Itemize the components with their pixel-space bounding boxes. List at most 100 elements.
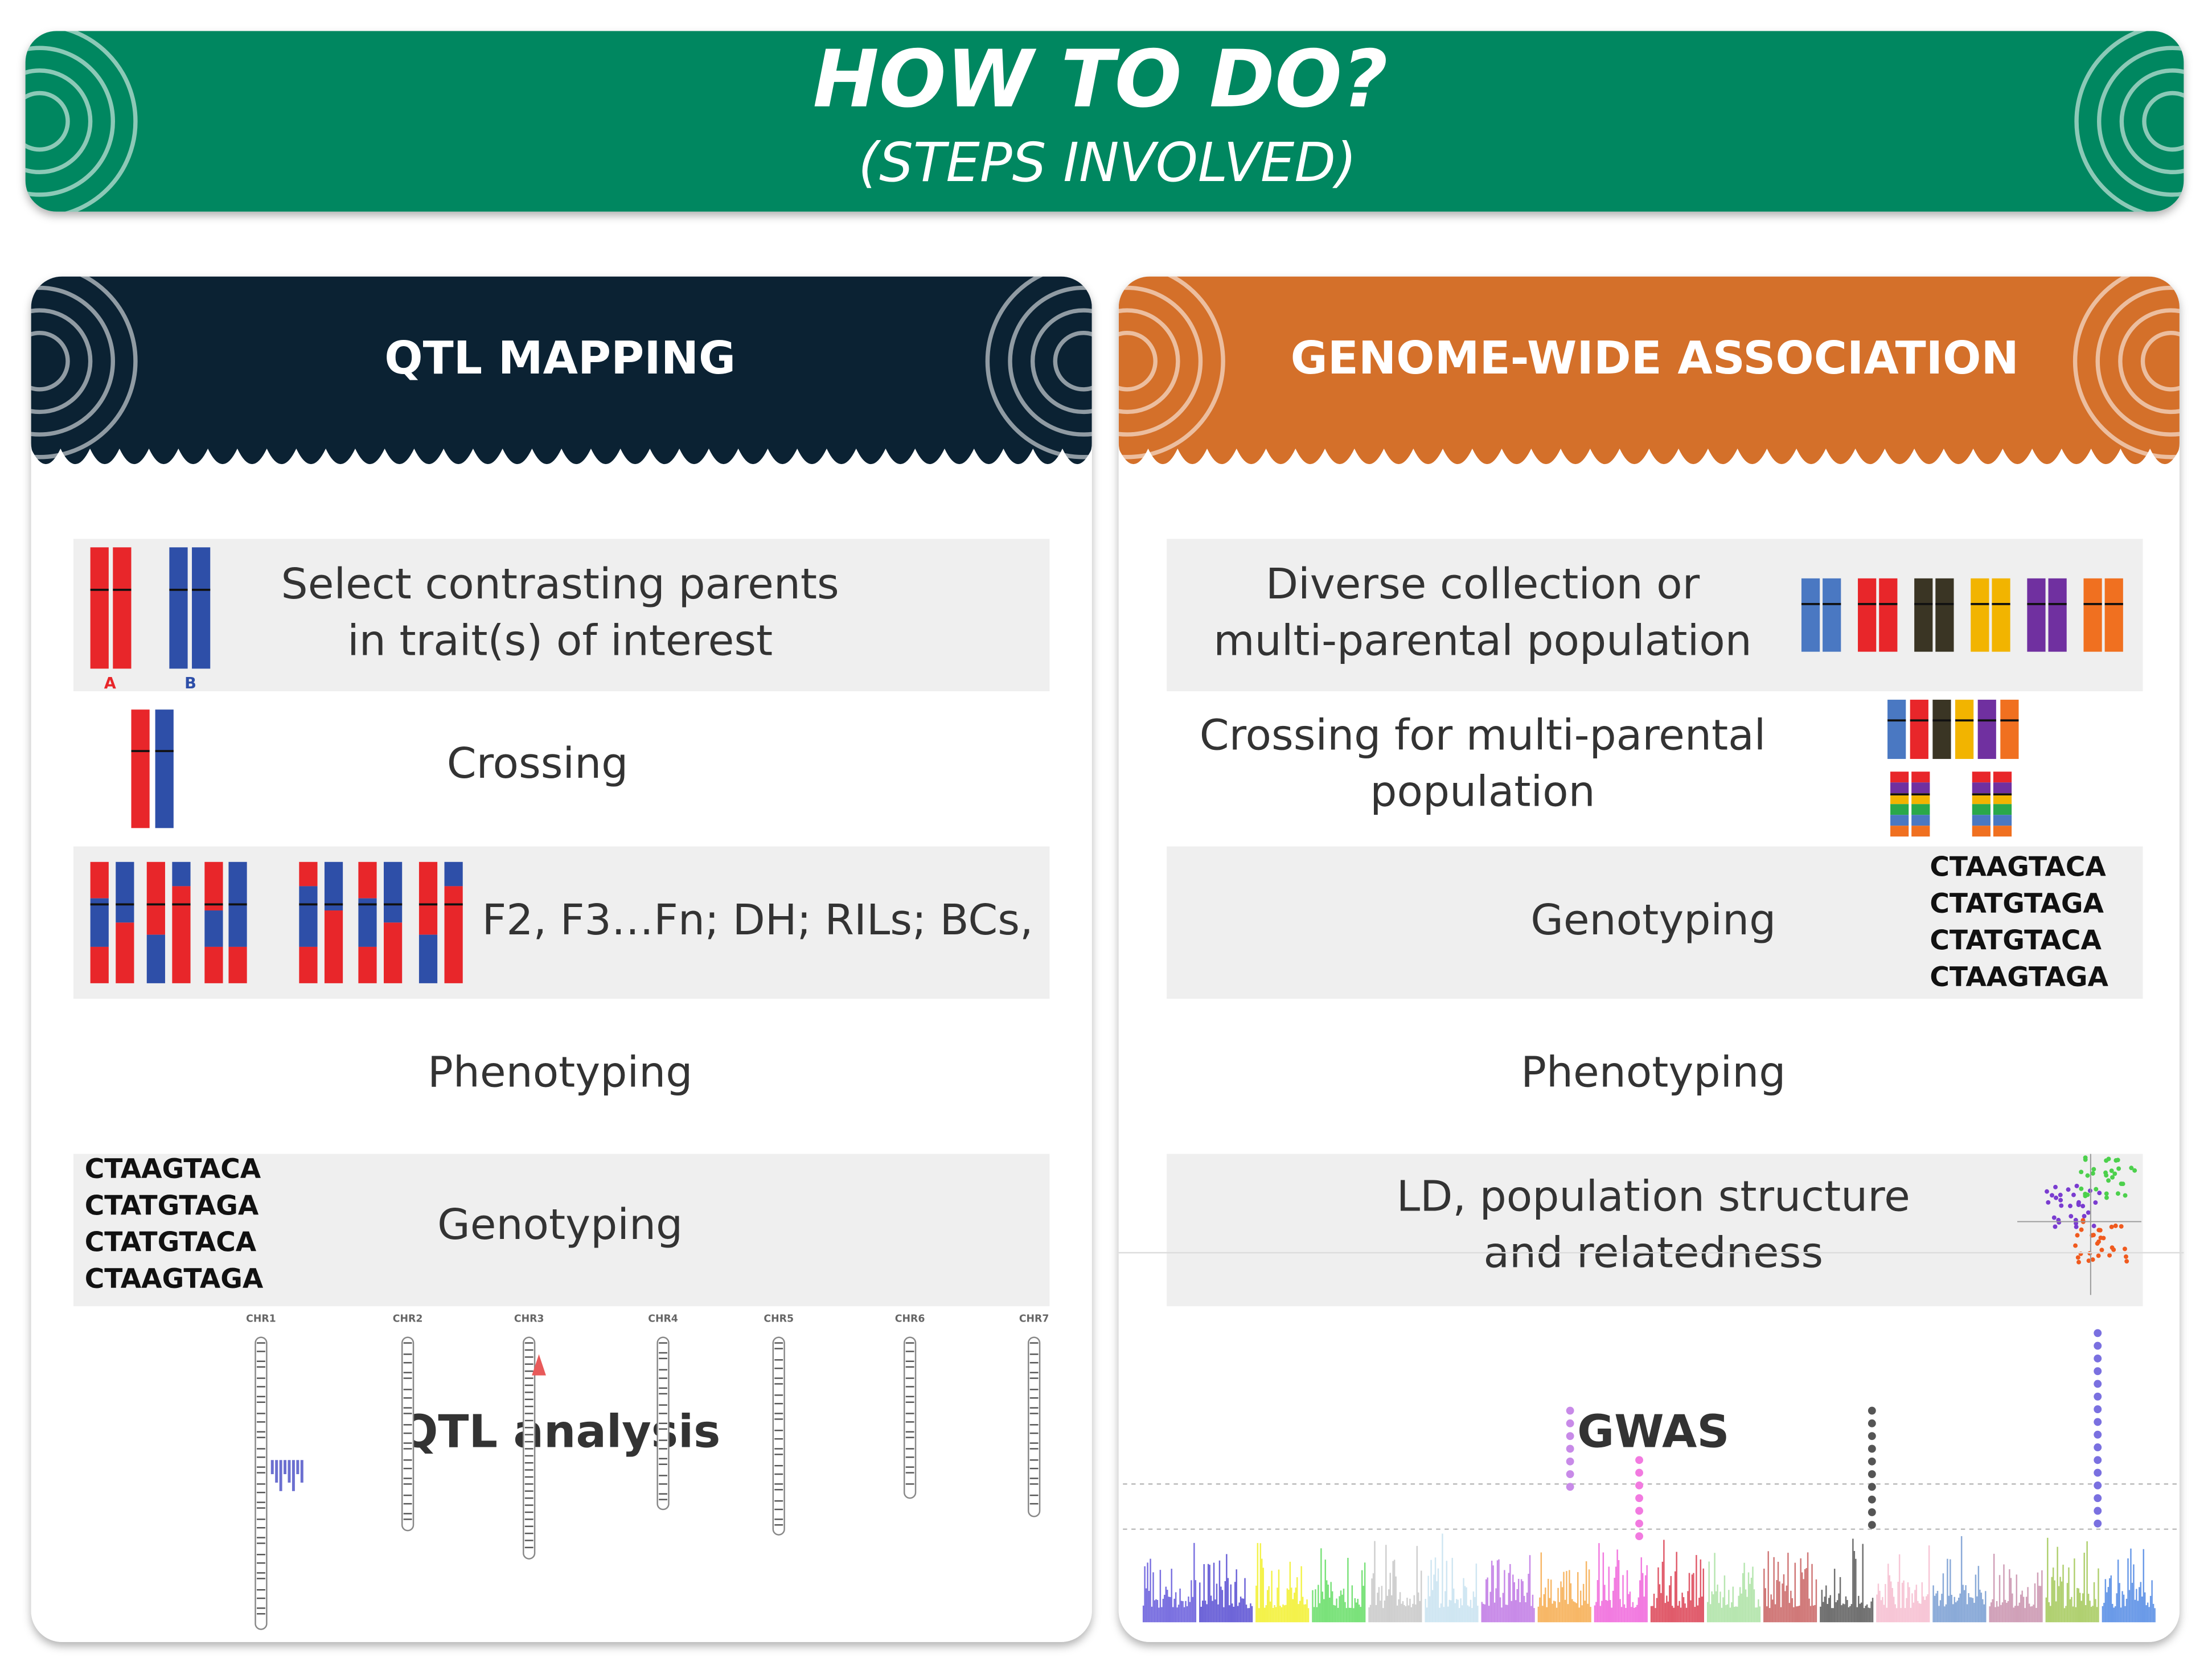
snp-column [2093,1582,2095,1623]
snp-column [1777,1561,1779,1623]
snp-column [2003,1564,2005,1623]
snp-column [1333,1605,1335,1623]
snp-column [1824,1597,1826,1623]
snp-column [1868,1607,1869,1623]
snp-column [1639,1580,1641,1623]
chromosome-label: CHR4 [648,1314,678,1325]
snp-column [1657,1567,1659,1623]
snp-column [1614,1578,1615,1623]
snp-column [1372,1573,1374,1623]
snp-column [2149,1595,2152,1623]
snp-column [1158,1607,1160,1623]
snp-column [2102,1606,2104,1623]
chromosome-label: CHR6 [895,1314,925,1325]
ld-point [2097,1191,2102,1196]
snp-column [1969,1597,1971,1623]
snp-column [1224,1581,1226,1623]
chromosome-segment [1914,578,1933,652]
snp-column [1230,1584,1232,1623]
snp-column [1962,1585,1964,1623]
snp-column [1363,1586,1364,1623]
snp-column [1526,1593,1528,1623]
snp-column [1201,1601,1204,1623]
chromosome-segment [169,547,188,669]
snp-column [1965,1585,1967,1623]
snp-column [1672,1606,1673,1623]
snp-column [1673,1607,1675,1623]
snp-column [1172,1607,1174,1623]
snp-column [1537,1606,1540,1623]
snp-column [1496,1560,1499,1623]
snp-column [1782,1583,1783,1623]
chromosome-segment [1972,826,1991,837]
snp-column [1399,1592,1401,1623]
snp-column [1973,1603,1975,1623]
snp-column [1944,1606,1946,1623]
snp-column [1771,1599,1774,1623]
snp-column [1425,1599,1426,1623]
snp-column [1547,1578,1549,1623]
snp-column [1189,1602,1191,1623]
ring [25,91,70,152]
snp-column [1960,1536,1963,1623]
ring [2074,31,2184,212]
snp-column [1702,1568,1704,1623]
snp-hit [2094,1418,2102,1426]
snp-column [1318,1585,1319,1623]
snp-column [1741,1593,1742,1623]
snp-hit [1566,1483,1574,1491]
ld-point [2093,1200,2098,1205]
snp-column [1858,1595,1860,1623]
snp-column [1910,1607,1912,1623]
chromosome-segment [204,861,223,911]
snp-hit [2094,1456,2102,1464]
snp-column [1375,1605,1377,1623]
snp-column [1461,1605,1463,1623]
ld-point [2058,1197,2063,1203]
ld-point [2086,1210,2091,1215]
snp-column [1161,1607,1163,1623]
snp-column [1728,1590,1730,1623]
snp-column [1558,1602,1561,1623]
snp-column [1467,1605,1469,1623]
chromosome-segment [1879,578,1898,652]
snp-column [1636,1605,1638,1623]
snp-hit [1868,1432,1876,1441]
snp-column [1656,1598,1658,1623]
snp-column [1599,1606,1602,1623]
snp-column [1390,1595,1393,1623]
step-label: Genotyping [437,1200,683,1249]
chromosome-segment [1935,578,1954,652]
snp-column [1226,1554,1228,1623]
snp-column [1306,1599,1308,1623]
snp-column [1934,1595,1936,1623]
chromosome-segment [1911,815,1930,826]
snp-column [2144,1592,2146,1623]
snp-column [1356,1602,1357,1623]
row-band [1167,1154,2143,1307]
snp-column [1722,1597,1724,1623]
header-decoration [25,31,2184,212]
snp-column [1457,1599,1459,1623]
snp-column [1811,1564,1813,1623]
snp-column [1358,1605,1360,1623]
snp-column [1901,1582,1903,1623]
snp-column [1773,1557,1775,1623]
snp-column [1787,1553,1789,1623]
snp-column [1745,1589,1747,1623]
snp-column [1618,1560,1620,1623]
snp-column [2059,1577,2061,1623]
parent-label: B [184,675,196,692]
chromosome-segment [1972,772,1991,783]
chromosome-segment [418,861,438,935]
snp-column [1502,1593,1504,1623]
snp-column [1147,1562,1148,1623]
snp-column [1313,1607,1315,1623]
snp-column [2134,1599,2136,1623]
lod-bar [300,1460,303,1483]
snp-column [1353,1608,1355,1623]
snp-column [2035,1608,2037,1623]
snp-column [1564,1599,1566,1623]
chromosome-segment [172,861,191,887]
